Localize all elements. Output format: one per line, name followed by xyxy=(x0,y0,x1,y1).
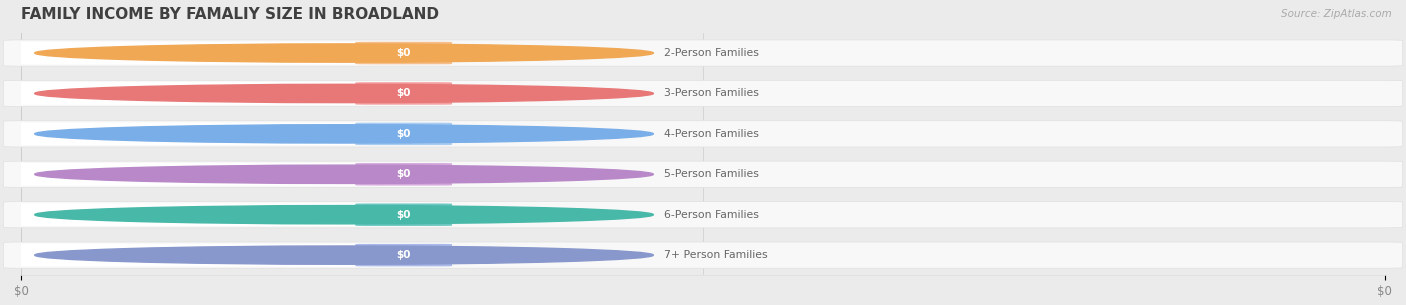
FancyBboxPatch shape xyxy=(15,203,375,226)
FancyBboxPatch shape xyxy=(3,202,1403,228)
FancyBboxPatch shape xyxy=(356,42,453,64)
FancyBboxPatch shape xyxy=(356,163,453,185)
FancyBboxPatch shape xyxy=(356,203,453,226)
Text: 4-Person Families: 4-Person Families xyxy=(664,129,759,139)
FancyBboxPatch shape xyxy=(15,163,375,186)
Text: $0: $0 xyxy=(396,250,411,260)
Circle shape xyxy=(35,246,654,264)
FancyBboxPatch shape xyxy=(3,161,1403,188)
FancyBboxPatch shape xyxy=(15,244,375,267)
Text: $0: $0 xyxy=(396,210,411,220)
Circle shape xyxy=(35,44,654,62)
FancyBboxPatch shape xyxy=(15,82,375,105)
Circle shape xyxy=(35,125,654,143)
FancyBboxPatch shape xyxy=(356,123,453,145)
Text: $0: $0 xyxy=(396,169,411,179)
Text: $0: $0 xyxy=(396,48,411,58)
FancyBboxPatch shape xyxy=(3,121,1403,147)
Circle shape xyxy=(35,84,654,102)
FancyBboxPatch shape xyxy=(15,42,375,64)
Text: $0: $0 xyxy=(396,88,411,99)
FancyBboxPatch shape xyxy=(3,242,1403,268)
Text: Source: ZipAtlas.com: Source: ZipAtlas.com xyxy=(1281,9,1392,19)
FancyBboxPatch shape xyxy=(3,80,1403,106)
FancyBboxPatch shape xyxy=(15,123,375,145)
FancyBboxPatch shape xyxy=(356,244,453,266)
Text: $0: $0 xyxy=(396,129,411,139)
Text: 3-Person Families: 3-Person Families xyxy=(664,88,759,99)
Text: 5-Person Families: 5-Person Families xyxy=(664,169,759,179)
FancyBboxPatch shape xyxy=(3,40,1403,66)
Text: FAMILY INCOME BY FAMALIY SIZE IN BROADLAND: FAMILY INCOME BY FAMALIY SIZE IN BROADLA… xyxy=(21,7,439,22)
Text: 7+ Person Families: 7+ Person Families xyxy=(664,250,768,260)
Text: 6-Person Families: 6-Person Families xyxy=(664,210,759,220)
FancyBboxPatch shape xyxy=(356,82,453,105)
Text: 2-Person Families: 2-Person Families xyxy=(664,48,759,58)
Circle shape xyxy=(35,206,654,224)
Circle shape xyxy=(35,165,654,184)
